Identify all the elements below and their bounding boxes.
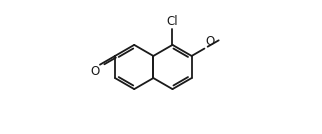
Text: O: O — [91, 65, 100, 78]
Text: Cl: Cl — [167, 15, 178, 28]
Text: O: O — [205, 35, 214, 48]
